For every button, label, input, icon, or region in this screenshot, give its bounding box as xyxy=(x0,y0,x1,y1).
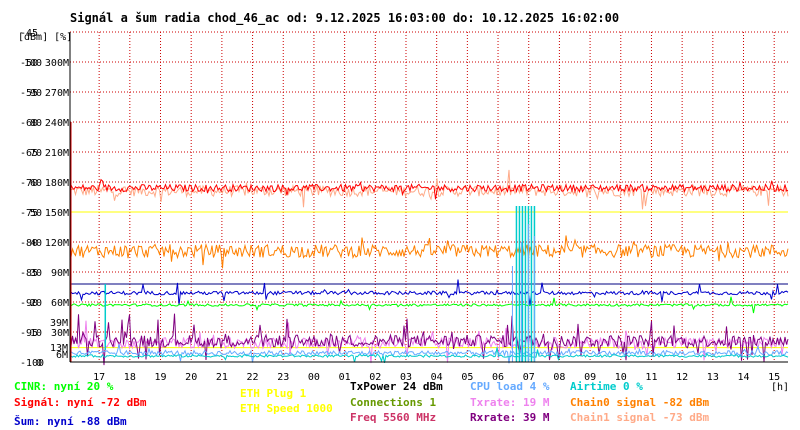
legend-chain0: Chain0 signal -82 dBm xyxy=(570,396,710,409)
x-tick: 22 xyxy=(247,372,259,383)
y-tick-pct: 80 xyxy=(30,118,42,129)
y-tick-dbm: -65 xyxy=(20,148,38,159)
y-tick-pct: 20 xyxy=(30,298,42,309)
y-tick-dbm: -100 xyxy=(20,358,44,369)
y-tick-pct: 50 xyxy=(30,208,42,219)
legend-connections: Connections 1 xyxy=(350,396,437,409)
x-tick: 12 xyxy=(676,372,688,383)
series-noise xyxy=(70,279,789,306)
series-airtime xyxy=(70,347,789,363)
legend-cpu: CPU load 4 % xyxy=(470,380,550,393)
y-unit-header: [dBm] [%] xyxy=(18,32,72,43)
series-signal xyxy=(70,178,789,200)
x-tick: 21 xyxy=(216,372,228,383)
series-rxrate xyxy=(70,313,789,366)
series-chain1 xyxy=(70,169,789,210)
y-tick-rate: 210M xyxy=(45,148,69,159)
y-tick-dbm: -75 xyxy=(20,208,38,219)
x-tick: 03 xyxy=(400,372,412,383)
x-tick: 17 xyxy=(93,372,105,383)
y-tick-rate: 60M xyxy=(51,298,69,309)
y-tick-dbm: -80 xyxy=(20,238,38,249)
x-tick: 23 xyxy=(277,372,289,383)
y-tick-pct: 40 xyxy=(30,238,42,249)
legend-freq: Freq 5560 MHz xyxy=(350,411,437,424)
x-tick: 13 xyxy=(707,372,719,383)
x-unit: [h] xyxy=(771,382,789,393)
x-tick: 08 xyxy=(553,372,565,383)
series-cinr xyxy=(70,296,789,314)
y-tick-dbm: -90 xyxy=(20,298,38,309)
series-chain0 xyxy=(70,235,789,269)
x-tick: 16 xyxy=(799,372,800,383)
x-tick: 00 xyxy=(308,372,320,383)
y-tick-dbm: -95 xyxy=(20,328,38,339)
legend-signal: Signál: nyní -72 dBm xyxy=(14,396,147,409)
x-tick: 09 xyxy=(584,372,596,383)
side-label: 39M xyxy=(50,318,68,329)
side-label: 13M xyxy=(50,343,68,354)
y-tick-rate: 90M xyxy=(51,268,69,279)
x-tick: 15 xyxy=(768,372,780,383)
y-tick-rate: 300M xyxy=(45,58,69,69)
legend-eth-plug: ETH Plug 1 xyxy=(240,387,307,400)
legend-eth-speed: ETH Speed 1000 xyxy=(240,402,333,415)
x-tick: 02 xyxy=(369,372,381,383)
y-tick-pct: 0 xyxy=(36,358,42,369)
y-tick-rate: 270M xyxy=(45,88,69,99)
legend-txpower: TxPower 24 dBm xyxy=(350,380,443,393)
axes xyxy=(69,32,788,363)
y-tick-rate: 240M xyxy=(45,118,69,129)
y-tick-dbm: -55 xyxy=(20,88,38,99)
y-tick-dbm: -60 xyxy=(20,118,38,129)
series-group xyxy=(70,122,789,366)
y-tick-pct: 10 xyxy=(30,328,42,339)
x-tick: 04 xyxy=(431,372,443,383)
y-tick-pct: 100 xyxy=(24,58,42,69)
x-tick: 14 xyxy=(737,372,749,383)
grid xyxy=(70,31,788,363)
x-tick: 07 xyxy=(523,372,535,383)
x-tick: 19 xyxy=(154,372,166,383)
series-txrate xyxy=(70,320,789,364)
legend-chain1: Chain1 signal -73 dBm xyxy=(570,411,710,424)
legend-rxrate: Rxrate: 39 M xyxy=(470,411,550,424)
x-tick: 06 xyxy=(492,372,504,383)
y-tick-rate: 30M xyxy=(51,328,69,339)
y-tick-rate: 120M xyxy=(45,238,69,249)
chart-title: Signál a šum radia chod_46_ac od: 9.12.2… xyxy=(70,11,620,25)
y-tick-rate: 150M xyxy=(45,208,69,219)
x-tick: 11 xyxy=(645,372,657,383)
y-tick-pct: 60 xyxy=(30,178,42,189)
x-tick: 18 xyxy=(124,372,136,383)
x-tick: 01 xyxy=(339,372,351,383)
y-tick-dbm: -45 xyxy=(20,28,38,39)
y-tick-dbm: -70 xyxy=(20,178,38,189)
y-tick-pct: 90 xyxy=(30,88,42,99)
legend-airtime: Airtime 0 % xyxy=(570,380,643,393)
x-tick: 10 xyxy=(615,372,627,383)
y-tick-pct: 70 xyxy=(30,148,42,159)
tick-labels: -45-50-55-60-65-70-75-80-85-90-95-100100… xyxy=(18,28,800,393)
series-cpu xyxy=(70,344,789,364)
side-label: 6M xyxy=(56,350,68,361)
x-tick: 05 xyxy=(461,372,473,383)
legend-cinr: CINR: nyní 20 % xyxy=(14,380,114,393)
x-tick: 20 xyxy=(185,372,197,383)
legend-noise: Šum: nyní -88 dBm xyxy=(14,415,127,428)
y-tick-dbm: -85 xyxy=(20,268,38,279)
y-tick-rate: 180M xyxy=(45,178,69,189)
y-tick-dbm: -50 xyxy=(20,58,38,69)
y-tick-pct: 30 xyxy=(30,268,42,279)
legend-txrate: Txrate: 19 M xyxy=(470,396,550,409)
